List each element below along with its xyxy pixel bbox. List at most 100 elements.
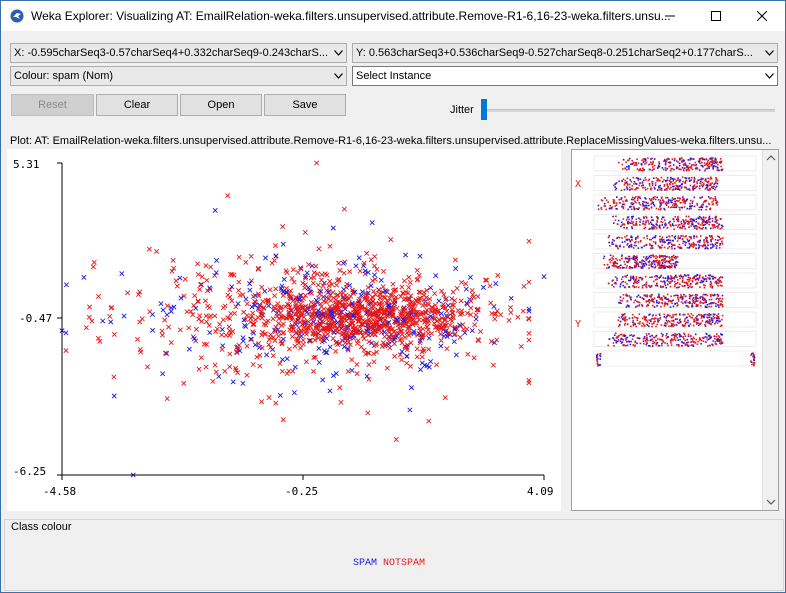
legend-notspam[interactable]: NOTSPAM <box>383 558 426 569</box>
notspam-point <box>318 277 324 283</box>
notspam-point <box>406 300 412 306</box>
attribute-dot <box>635 222 637 225</box>
attribute-dot <box>665 180 667 183</box>
scroll-down-icon[interactable] <box>766 499 776 505</box>
attribute-dot <box>674 197 677 200</box>
attribute-dot <box>671 177 674 180</box>
y-axis-select[interactable]: Y: 0.563charSeq3+0.536charSeq9-0.527char… <box>352 43 778 63</box>
attribute-dot <box>682 279 684 281</box>
spam-point <box>213 270 219 276</box>
jitter-slider-track[interactable] <box>484 109 775 112</box>
clear-button[interactable]: Clear <box>96 94 178 116</box>
attribute-bar[interactable] <box>593 350 757 367</box>
attribute-dot <box>625 337 628 339</box>
scatter-plot-panel[interactable]: 5.31 -0.47 -6.25 -4.58 -0.25 4.09 <box>7 149 561 511</box>
attribute-dot <box>692 200 694 203</box>
close-button[interactable] <box>739 1 785 31</box>
attribute-dot <box>653 336 655 339</box>
attribute-dot <box>639 218 642 221</box>
attribute-dot <box>666 265 668 268</box>
attribute-dot <box>630 340 632 343</box>
attribute-dot <box>621 314 624 317</box>
attribute-dot <box>717 282 720 285</box>
notspam-point <box>287 304 293 310</box>
attribute-dot <box>696 181 698 183</box>
attribute-dot <box>648 198 651 200</box>
notspam-point <box>520 308 526 314</box>
attribute-dot <box>645 318 647 321</box>
attribute-dot <box>620 342 623 344</box>
attribute-dot <box>664 322 667 324</box>
attribute-dot <box>608 259 611 261</box>
attribute-dot <box>710 157 712 159</box>
notspam-point <box>214 326 220 332</box>
attribute-dot <box>641 286 644 289</box>
attribute-dot <box>696 343 699 345</box>
open-button[interactable]: Open <box>180 94 262 116</box>
attribute-dot <box>623 184 626 186</box>
attribute-dot <box>703 240 705 242</box>
legend-spam[interactable]: SPAM <box>353 558 378 569</box>
attribute-dot <box>692 189 694 191</box>
attribute-dot <box>688 221 690 223</box>
attribute-bars-panel[interactable]: X Y <box>571 149 779 511</box>
scroll-up-icon[interactable] <box>766 155 776 161</box>
attribute-dot <box>616 340 619 343</box>
attribute-dot <box>666 298 668 300</box>
notspam-point <box>327 243 333 249</box>
notspam-point <box>346 302 352 308</box>
attribute-dot <box>689 184 692 187</box>
attribute-dot <box>624 317 626 320</box>
attribute-dot <box>710 164 713 167</box>
reset-button[interactable]: Reset <box>11 94 94 116</box>
attribute-dot <box>716 200 718 203</box>
notspam-point <box>470 292 476 298</box>
attribute-dot <box>670 344 673 346</box>
attribute-dot <box>680 158 682 160</box>
attribute-dot <box>709 178 712 180</box>
attribute-dot <box>721 168 724 171</box>
notspam-point <box>452 257 458 263</box>
notspam-point <box>375 314 381 320</box>
attribute-dot <box>678 322 681 324</box>
attribute-dot <box>618 334 620 337</box>
attribute-dot <box>706 316 708 318</box>
spam-point <box>319 311 325 317</box>
attribute-panel-scrollbar[interactable] <box>762 150 778 510</box>
notspam-point <box>384 320 390 326</box>
attribute-dot <box>660 201 663 204</box>
maximize-button[interactable] <box>693 1 739 31</box>
attribute-dot <box>673 168 675 171</box>
attribute-dot <box>657 263 660 265</box>
attribute-dot <box>634 280 636 282</box>
notspam-point <box>243 316 249 322</box>
spam-point <box>63 330 69 336</box>
notspam-point <box>257 363 263 369</box>
select-instance-dropdown[interactable]: Select Instance <box>352 66 778 86</box>
notspam-point <box>412 320 418 326</box>
attribute-dot <box>695 218 698 220</box>
attribute-dot <box>671 316 673 319</box>
attribute-dot <box>631 188 634 190</box>
attribute-dot <box>628 295 631 297</box>
attribute-bars[interactable]: X Y <box>572 150 762 510</box>
attribute-dot <box>716 283 718 285</box>
notspam-point <box>303 323 309 329</box>
minimize-button[interactable] <box>647 1 693 31</box>
save-button[interactable]: Save <box>264 94 346 116</box>
x-axis-select[interactable]: X: -0.595charSeq3-0.57charSeq4+0.332char… <box>10 43 347 63</box>
jitter-slider-thumb[interactable] <box>481 99 487 120</box>
attribute-dot <box>639 197 642 200</box>
attribute-dot <box>648 255 651 258</box>
attribute-dot <box>702 293 705 296</box>
scatter-plot[interactable]: 5.31 -0.47 -6.25 -4.58 -0.25 4.09 <box>7 149 561 511</box>
attribute-dot <box>679 157 681 160</box>
attribute-dot <box>659 235 661 238</box>
notspam-point <box>168 340 174 346</box>
colour-select[interactable]: Colour: spam (Nom) <box>10 66 347 86</box>
notspam-point <box>366 332 372 338</box>
attribute-dot <box>705 238 708 241</box>
notspam-point <box>422 302 428 308</box>
notspam-point <box>302 293 308 299</box>
attribute-dot <box>648 163 650 166</box>
